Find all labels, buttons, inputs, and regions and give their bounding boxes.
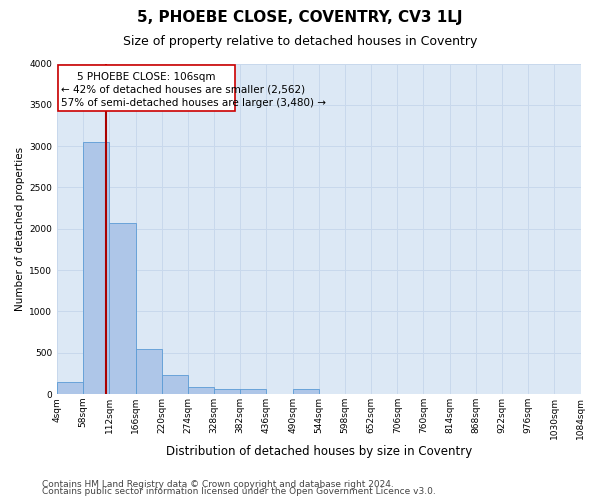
Bar xyxy=(188,386,214,394)
FancyBboxPatch shape xyxy=(58,65,235,112)
Bar xyxy=(136,348,162,394)
Text: Size of property relative to detached houses in Coventry: Size of property relative to detached ho… xyxy=(123,35,477,48)
Bar xyxy=(240,390,266,394)
Text: Contains HM Land Registry data © Crown copyright and database right 2024.: Contains HM Land Registry data © Crown c… xyxy=(42,480,394,489)
Bar xyxy=(162,375,188,394)
Bar xyxy=(109,222,136,394)
Bar xyxy=(214,390,240,394)
Text: 5, PHOEBE CLOSE, COVENTRY, CV3 1LJ: 5, PHOEBE CLOSE, COVENTRY, CV3 1LJ xyxy=(137,10,463,25)
Text: 5 PHOEBE CLOSE: 106sqm: 5 PHOEBE CLOSE: 106sqm xyxy=(77,72,216,82)
Bar xyxy=(83,142,109,394)
Text: ← 42% of detached houses are smaller (2,562): ← 42% of detached houses are smaller (2,… xyxy=(61,84,305,94)
Bar xyxy=(293,390,319,394)
X-axis label: Distribution of detached houses by size in Coventry: Distribution of detached houses by size … xyxy=(166,444,472,458)
Text: Contains public sector information licensed under the Open Government Licence v3: Contains public sector information licen… xyxy=(42,487,436,496)
Y-axis label: Number of detached properties: Number of detached properties xyxy=(15,146,25,311)
Bar xyxy=(57,382,83,394)
Text: 57% of semi-detached houses are larger (3,480) →: 57% of semi-detached houses are larger (… xyxy=(61,98,326,108)
